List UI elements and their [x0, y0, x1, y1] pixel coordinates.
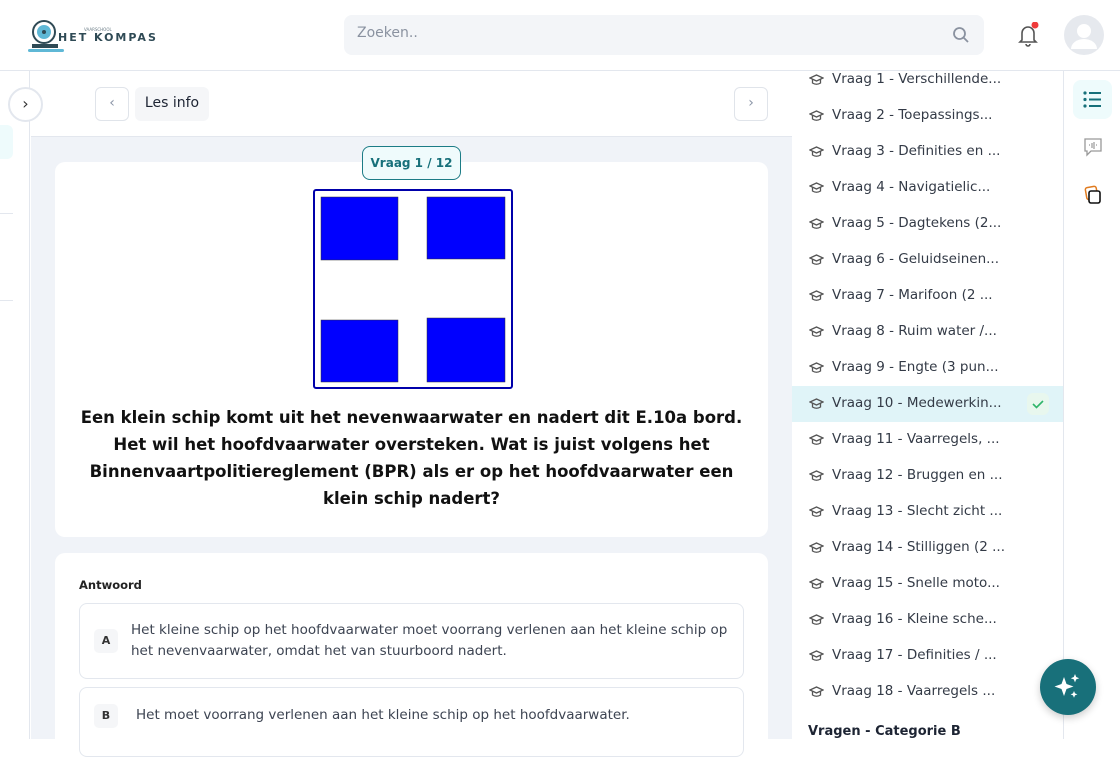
- graduation-cap-icon: [809, 254, 824, 265]
- e10a-sign-image: [313, 189, 513, 389]
- lesson-info-button[interactable]: Les info: [135, 87, 209, 121]
- search-input[interactable]: Zoeken..: [344, 15, 984, 55]
- question-list-item[interactable]: Vraag 9 - Engte (3 pun...: [792, 350, 1063, 386]
- divider: [0, 300, 13, 301]
- question-list-item[interactable]: Vraag 6 - Geluidseinen...: [792, 242, 1063, 278]
- question-list-label: Vraag 5 - Dagtekens (2...: [832, 215, 1002, 231]
- question-list-label: Vraag 1 - Verschillende...: [832, 71, 1002, 87]
- question-list-item[interactable]: Vraag 16 - Kleine sche...: [792, 602, 1063, 638]
- question-list-label: Vraag 12 - Bruggen en ...: [832, 467, 1003, 483]
- logo-text: HET KOMPAS: [58, 31, 158, 44]
- question-list-item[interactable]: Vraag 3 - Definities en ...: [792, 134, 1063, 170]
- question-list: Vraag 1 - Verschillende... Vraag 2 - Toep…: [792, 71, 1064, 739]
- graduation-cap-icon: [809, 74, 824, 85]
- list-view-button[interactable]: [1073, 80, 1112, 119]
- header: VAARSCHOOL HET KOMPAS Zoeken..: [0, 0, 1120, 71]
- question-list-label: Vraag 8 - Ruim water /...: [832, 323, 997, 339]
- question-list-item[interactable]: Vraag 14 - Stilliggen (2 ...: [792, 530, 1063, 566]
- expand-sidebar-button[interactable]: ›: [8, 87, 43, 122]
- graduation-cap-icon: [809, 326, 824, 337]
- avatar[interactable]: [1064, 15, 1104, 55]
- list-icon: [1083, 91, 1101, 108]
- graduation-cap-icon: [809, 434, 824, 445]
- sparkles-icon: [1054, 674, 1080, 698]
- question-list-label: Vraag 14 - Stilliggen (2 ...: [832, 539, 1006, 555]
- question-list-item[interactable]: Vraag 2 - Toepassings...: [792, 98, 1063, 134]
- question-list-label: Vraag 18 - Vaarregels ...: [832, 683, 996, 699]
- answer-option-b[interactable]: B Het moet voorrang verlenen aan het kle…: [79, 687, 744, 757]
- option-letter: B: [94, 704, 118, 728]
- graduation-cap-icon: [809, 614, 824, 625]
- next-button[interactable]: ›: [734, 87, 768, 121]
- question-text: Een klein schip komt uit het nevenwaarwa…: [80, 408, 743, 508]
- graduation-cap-icon: [809, 218, 824, 229]
- transcript-icon[interactable]: [1083, 137, 1103, 157]
- graduation-cap-icon: [809, 290, 824, 301]
- question-list-label: Vraag 3 - Definities en ...: [832, 143, 1001, 159]
- graduation-cap-icon: [809, 686, 824, 697]
- question-list-item[interactable]: Vraag 15 - Snelle moto...: [792, 566, 1063, 602]
- question-list-label: Vraag 4 - Navigatielic...: [832, 179, 991, 195]
- search-placeholder: Zoeken..: [357, 25, 418, 41]
- option-text: Het kleine schip op het hoofdvaarwater m…: [131, 622, 728, 659]
- question-list-label: Vraag 9 - Engte (3 pun...: [832, 359, 999, 375]
- completed-check-icon: [1027, 393, 1049, 415]
- question-list-item[interactable]: Vraag 17 - Definities / ...: [792, 638, 1063, 674]
- graduation-cap-icon: [809, 398, 824, 409]
- flashcards-icon[interactable]: [1083, 185, 1103, 205]
- question-list-item[interactable]: Vraag 8 - Ruim water /...: [792, 314, 1063, 350]
- question-list-item[interactable]: Vraag 12 - Bruggen en ...: [792, 458, 1063, 494]
- question-list-label: Vraag 7 - Marifoon (2 ...: [832, 287, 993, 303]
- logo-subtext: VAARSCHOOL: [84, 27, 112, 32]
- notification-dot: [1031, 22, 1039, 29]
- right-icon-bar: [1065, 71, 1120, 739]
- question-list-label: Vraag 11 - Vaarregels, ...: [832, 431, 1000, 447]
- question-list-item[interactable]: Vraag 5 - Dagtekens (2...: [792, 206, 1063, 242]
- answer-label: Antwoord: [79, 578, 142, 592]
- graduation-cap-icon: [809, 146, 824, 157]
- option-text: Het moet voorrang verlenen aan het klein…: [136, 707, 630, 723]
- question-list-item[interactable]: Vraag 11 - Vaarregels, ...: [792, 422, 1063, 458]
- question-list-item[interactable]: Vraag 18 - Vaarregels ...: [792, 674, 1063, 710]
- option-letter: A: [94, 629, 118, 653]
- question-list-item[interactable]: Vraag 1 - Verschillende...: [792, 71, 1063, 98]
- question-list-item[interactable]: Vraag 7 - Marifoon (2 ...: [792, 278, 1063, 314]
- sidebar-active-item[interactable]: [0, 125, 13, 159]
- left-sidebar: [0, 71, 30, 739]
- logo-icon[interactable]: [28, 18, 148, 54]
- question-list-label: Vraag 6 - Geluidseinen...: [832, 251, 1000, 267]
- question-list-label: Vraag 2 - Toepassings...: [832, 107, 993, 123]
- question-list-label: Vraag 17 - Definities / ...: [832, 647, 997, 663]
- search-icon[interactable]: [952, 26, 970, 44]
- graduation-cap-icon: [809, 578, 824, 589]
- graduation-cap-icon: [809, 110, 824, 121]
- graduation-cap-icon: [809, 506, 824, 517]
- question-list-label: Vraag 13 - Slecht zicht ...: [832, 503, 1003, 519]
- previous-button[interactable]: ‹: [95, 87, 129, 121]
- question-list-item[interactable]: Vraag 4 - Navigatielic...: [792, 170, 1063, 206]
- question-counter-badge: Vraag 1 / 12: [362, 146, 461, 180]
- graduation-cap-icon: [809, 542, 824, 553]
- graduation-cap-icon: [809, 650, 824, 661]
- answer-option-a[interactable]: A Het kleine schip op het hoofdvaarwater…: [79, 603, 744, 679]
- graduation-cap-icon: [809, 182, 824, 193]
- question-list-label: Vraag 10 - Medewerkin...: [832, 395, 1002, 411]
- category-heading[interactable]: Vragen - Categorie B: [808, 724, 961, 739]
- divider: [0, 213, 13, 214]
- question-list-label: Vraag 15 - Snelle moto...: [832, 575, 1000, 591]
- ai-assistant-button[interactable]: [1040, 659, 1096, 715]
- bell-icon[interactable]: [1016, 22, 1040, 48]
- question-list-item[interactable]: Vraag 13 - Slecht zicht ...: [792, 494, 1063, 530]
- question-list-item[interactable]: Vraag 10 - Medewerkin...: [792, 386, 1063, 422]
- graduation-cap-icon: [809, 362, 824, 373]
- graduation-cap-icon: [809, 470, 824, 481]
- question-list-label: Vraag 16 - Kleine sche...: [832, 611, 997, 627]
